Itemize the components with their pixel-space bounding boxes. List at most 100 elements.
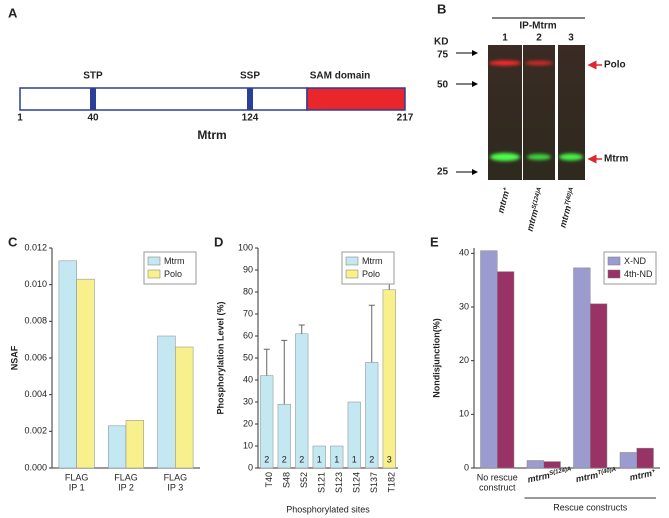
lane-number: 1 — [502, 33, 508, 44]
legend-label: 4th-ND — [624, 269, 653, 279]
label-sup: S(124)A — [549, 466, 572, 477]
y-tick-label: 0.000 — [24, 462, 47, 472]
error-bar — [298, 324, 305, 334]
legend-swatch — [607, 256, 621, 266]
legend-label: Mtrm — [164, 256, 185, 266]
bar — [619, 452, 638, 469]
bar — [312, 445, 326, 469]
bar — [636, 447, 654, 469]
bar — [573, 267, 591, 469]
x-tick-label: S124 — [352, 472, 362, 493]
site-name: STP — [83, 71, 103, 82]
y-axis-label: Nondisjunction(%) — [431, 318, 441, 398]
kd-label: KD — [434, 37, 448, 48]
italic-label: mtrmS(124)A — [525, 187, 546, 233]
site-name: SSP — [240, 71, 260, 82]
label-base: mtrm — [558, 205, 573, 229]
site-mark — [247, 88, 253, 110]
y-tick-label: 0.008 — [24, 316, 47, 326]
error-bar — [368, 304, 375, 363]
y-tick-label: 30 — [243, 396, 253, 406]
y-axis-label: Phosphorylation Level (%) — [215, 301, 225, 414]
y-tick-label: 60 — [243, 330, 253, 340]
label-base: mtrm — [629, 469, 653, 483]
position: 217 — [397, 113, 414, 124]
bar — [497, 271, 515, 469]
bar — [295, 333, 309, 469]
bar — [480, 250, 498, 469]
gel-title: IP-Mtrm — [519, 21, 556, 32]
label-sup: T(40)A — [564, 187, 575, 207]
legend-label: Polo — [164, 269, 182, 279]
label-sup: + — [651, 468, 656, 475]
n-label: 2 — [282, 454, 287, 464]
band-label: Mtrm — [604, 154, 629, 165]
y-tick-label: 10 — [459, 409, 469, 419]
x-tick-label: IP 1 — [69, 482, 85, 492]
y-tick-label: 10 — [243, 440, 253, 450]
y-tick-label: 100 — [238, 242, 253, 252]
x-tick-label: construct — [479, 482, 516, 492]
sam-domain — [306, 87, 406, 111]
legend-label: X-ND — [624, 256, 646, 266]
label-sup: + — [502, 186, 509, 191]
band — [489, 60, 521, 66]
panel-a: A STP SSP SAM domain 1 40 124 217 Mtrm — [8, 5, 414, 142]
label-sup: T(40)A — [597, 466, 617, 476]
label-base: mtrm — [575, 470, 599, 484]
x-tick-label: S137 — [369, 472, 379, 493]
panel-label: E — [430, 234, 439, 249]
error-bar — [263, 348, 270, 376]
position: 1 — [17, 113, 23, 124]
panel-label: D — [214, 234, 223, 249]
italic-label: mtrmT(40)A — [558, 187, 578, 229]
y-tick-label: 0.010 — [24, 279, 47, 289]
bar — [590, 303, 608, 469]
lane-number: 3 — [568, 33, 574, 44]
protein-bar — [19, 87, 308, 111]
legend-swatch — [345, 256, 359, 266]
legend-swatch — [607, 269, 621, 279]
band-label: Polo — [604, 60, 626, 71]
panel-label: B — [437, 1, 446, 16]
legend-swatch — [345, 269, 359, 279]
legend-label: Polo — [362, 269, 380, 279]
bar — [347, 401, 361, 469]
bar — [157, 335, 176, 469]
y-tick-label: 90 — [243, 264, 253, 274]
x-tick-label: No rescue — [477, 472, 518, 482]
n-label: 2 — [299, 454, 304, 464]
x-tick-label: T182 — [387, 472, 397, 493]
bar — [365, 362, 379, 469]
panel-label: C — [8, 234, 18, 249]
n-label: 2 — [264, 454, 269, 464]
bar — [543, 461, 561, 469]
italic-label: mtrmS(124)A — [527, 466, 573, 485]
x-tick-label: IP 2 — [118, 482, 134, 492]
bar — [107, 425, 127, 469]
lane-number: 2 — [536, 33, 542, 44]
x-tick-label: S123 — [334, 472, 344, 493]
bar — [125, 420, 145, 469]
band — [490, 153, 520, 161]
x-tick-label: FLAG — [114, 472, 138, 482]
y-tick-label: 20 — [459, 355, 469, 365]
panel-b: B IP-Mtrm KD 1 2 3 75 50 25 Polo Mtrm mt… — [434, 1, 629, 232]
n-label: 2 — [369, 454, 374, 464]
position: 40 — [87, 113, 99, 124]
label-base: mtrm — [527, 470, 551, 484]
y-tick-label: 0 — [464, 462, 469, 472]
y-axis-label: NSAF — [9, 345, 19, 370]
bar — [382, 289, 396, 469]
panel-label: A — [8, 5, 18, 20]
y-tick-label: 30 — [459, 301, 469, 311]
label-base: mtrm — [496, 190, 511, 214]
n-label: 1 — [352, 454, 357, 464]
x-tick-label: FLAG — [65, 472, 89, 482]
y-tick-label: 0.012 — [24, 242, 47, 252]
bar — [76, 278, 95, 469]
bar — [526, 460, 545, 469]
n-label: 3 — [387, 454, 392, 464]
y-tick-label: 40 — [243, 374, 253, 384]
